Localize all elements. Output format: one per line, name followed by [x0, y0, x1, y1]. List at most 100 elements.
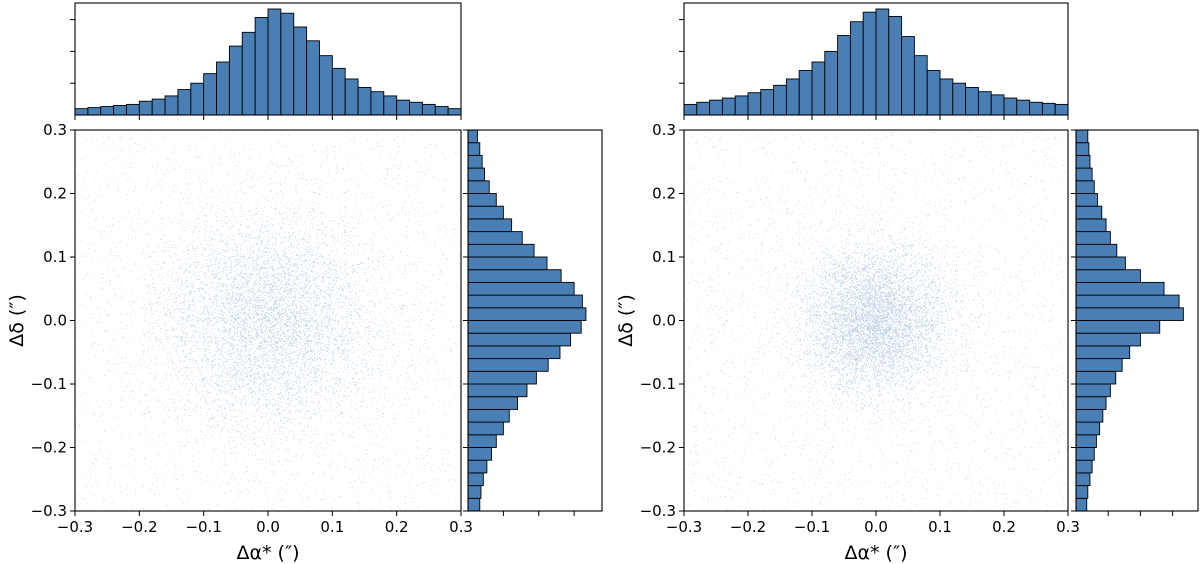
- left-right-hist-bar: [467, 396, 518, 410]
- right-right-hist-bar: [1075, 472, 1091, 487]
- right-right-hist-bar: [1075, 129, 1089, 144]
- left-right-hist-bar: [467, 345, 561, 360]
- left-xtick-label: 0.0: [256, 518, 280, 536]
- left-top-hist-bar: [434, 106, 449, 116]
- right-top-hist-bar: [696, 101, 711, 116]
- left-top-hist-bar: [447, 108, 462, 116]
- right-ytick-label: 0.1: [652, 248, 676, 266]
- right-top-histogram-bars: [683, 8, 1069, 116]
- right-right-hist-bar: [1075, 485, 1089, 499]
- left-right-histogram-bars: [467, 129, 587, 512]
- right-top-hist-bar: [734, 95, 749, 116]
- right-right-hist-bar: [1075, 281, 1165, 296]
- left-right-hist-bar: [467, 421, 504, 436]
- left-top-hist-bar: [409, 101, 423, 116]
- left-ytick-label: −0.1: [31, 375, 67, 393]
- left-panel: −0.3 −0.2 −0.1 0.0 0.1 0.2 0.3 −0.3 −0.2…: [6, 2, 603, 564]
- right-top-hist-bar: [977, 91, 992, 116]
- right-y-axis-label: Δδ (″): [615, 294, 637, 347]
- right-ytick-label: 0.3: [652, 121, 676, 139]
- right-right-hist-bar: [1075, 294, 1180, 309]
- left-right-hist-bar: [467, 320, 582, 334]
- right-top-hist-bar: [824, 50, 839, 116]
- right-top-hist-bar: [990, 94, 1005, 116]
- left-ytick-labels: −0.3 −0.2 −0.1 0.0 0.1 0.2 0.3: [31, 121, 67, 520]
- left-ytick-label: 0.2: [43, 185, 67, 203]
- left-top-hist-bar: [383, 95, 398, 116]
- left-right-hist-bar: [467, 142, 481, 156]
- left-xtick-label: 0.2: [385, 518, 409, 536]
- left-ytick-label: −0.3: [31, 502, 67, 520]
- right-top-hist-bar: [773, 84, 787, 116]
- left-right-hist-bar: [467, 269, 562, 283]
- right-right-hist-bar: [1075, 358, 1123, 372]
- right-top-hist-bar: [952, 82, 967, 116]
- left-top-hist-bar: [74, 108, 89, 116]
- right-ytick-label: 0.2: [652, 185, 676, 203]
- left-top-hist-bar: [370, 91, 385, 116]
- left-scatter-points: [75, 130, 462, 512]
- right-top-hist-bar: [913, 55, 928, 116]
- right-right-hist-bar: [1075, 154, 1091, 169]
- left-top-hist-bar: [190, 82, 205, 116]
- left-top-hist-bar: [421, 103, 436, 116]
- left-top-hist-bar: [177, 89, 192, 116]
- left-xtick-label: 0.1: [320, 518, 344, 536]
- right-top-hist-bar: [709, 99, 723, 116]
- right-top-hist-bar: [683, 103, 698, 116]
- left-x-axis-label: Δα* (″): [237, 542, 300, 564]
- left-top-histogram-bars: [74, 8, 462, 116]
- left-right-hist-bar: [467, 332, 572, 347]
- right-top-hist-bar: [1016, 99, 1031, 116]
- right-right-hist-bar: [1075, 167, 1093, 182]
- right-top-hist-bar: [888, 15, 903, 116]
- right-top-hist-bar: [721, 97, 736, 116]
- right-ytick-label: −0.3: [640, 502, 676, 520]
- right-top-hist-bar: [939, 78, 954, 116]
- left-right-hist-bar: [467, 129, 478, 144]
- left-top-hist-bar: [267, 8, 282, 116]
- right-top-hist-bar: [837, 35, 851, 116]
- right-right-hist-bar: [1075, 180, 1095, 194]
- right-ytick-label: 0.0: [652, 312, 676, 330]
- right-right-hist-bar: [1075, 383, 1111, 398]
- left-top-hist-bar: [241, 31, 256, 116]
- left-right-hist-bar: [467, 231, 523, 245]
- right-xtick-labels: −0.3 −0.2 −0.1 0.0 0.1 0.2 0.3: [666, 518, 1080, 536]
- left-right-hist-bar: [467, 180, 490, 194]
- left-ytick-label: 0.0: [43, 312, 67, 330]
- left-xtick-label: −0.1: [185, 518, 221, 536]
- left-right-hist-bar: [467, 459, 488, 474]
- left-right-hist-bar: [467, 383, 528, 398]
- left-right-hist-bar: [467, 218, 513, 233]
- left-xtick-label: 0.3: [449, 518, 473, 536]
- right-right-hist-bar: [1075, 142, 1090, 156]
- left-xtick-labels: −0.3 −0.2 −0.1 0.0 0.1 0.2 0.3: [57, 518, 473, 536]
- left-right-hist-bar: [467, 307, 587, 321]
- left-right-hist-bar: [467, 256, 548, 271]
- right-ytick-labels: −0.3 −0.2 −0.1 0.0 0.1 0.2 0.3: [640, 121, 676, 520]
- left-top-hist-bar: [216, 61, 230, 116]
- left-right-hist-bar: [467, 485, 482, 499]
- right-right-hist-bar: [1075, 370, 1117, 385]
- left-top-hist-bar: [203, 73, 217, 116]
- right-right-hist-bar: [1075, 332, 1141, 347]
- left-right-hist-bar: [467, 408, 510, 423]
- right-right-hist-bar: [1075, 345, 1131, 360]
- right-xtick-label: 0.0: [864, 518, 888, 536]
- left-top-hist-bar: [344, 78, 359, 116]
- left-top-hist-bar: [113, 105, 127, 116]
- right-right-hist-bar: [1075, 497, 1088, 512]
- right-top-hist-bar: [785, 78, 800, 116]
- right-xtick-label: 0.1: [928, 518, 952, 536]
- left-top-hist-bar: [319, 55, 333, 116]
- left-right-hist-bar: [467, 193, 497, 207]
- right-top-hist-bar: [1054, 103, 1069, 116]
- left-ytick-label: −0.2: [31, 439, 67, 457]
- right-right-hist-bar: [1075, 434, 1097, 448]
- right-top-hist-bar: [849, 21, 864, 116]
- left-top-hist-bar: [228, 45, 243, 116]
- right-panel: −0.3 −0.2 −0.1 0.0 0.1 0.2 0.3 −0.3 −0.2…: [615, 2, 1199, 564]
- left-top-hist-bar: [280, 12, 295, 116]
